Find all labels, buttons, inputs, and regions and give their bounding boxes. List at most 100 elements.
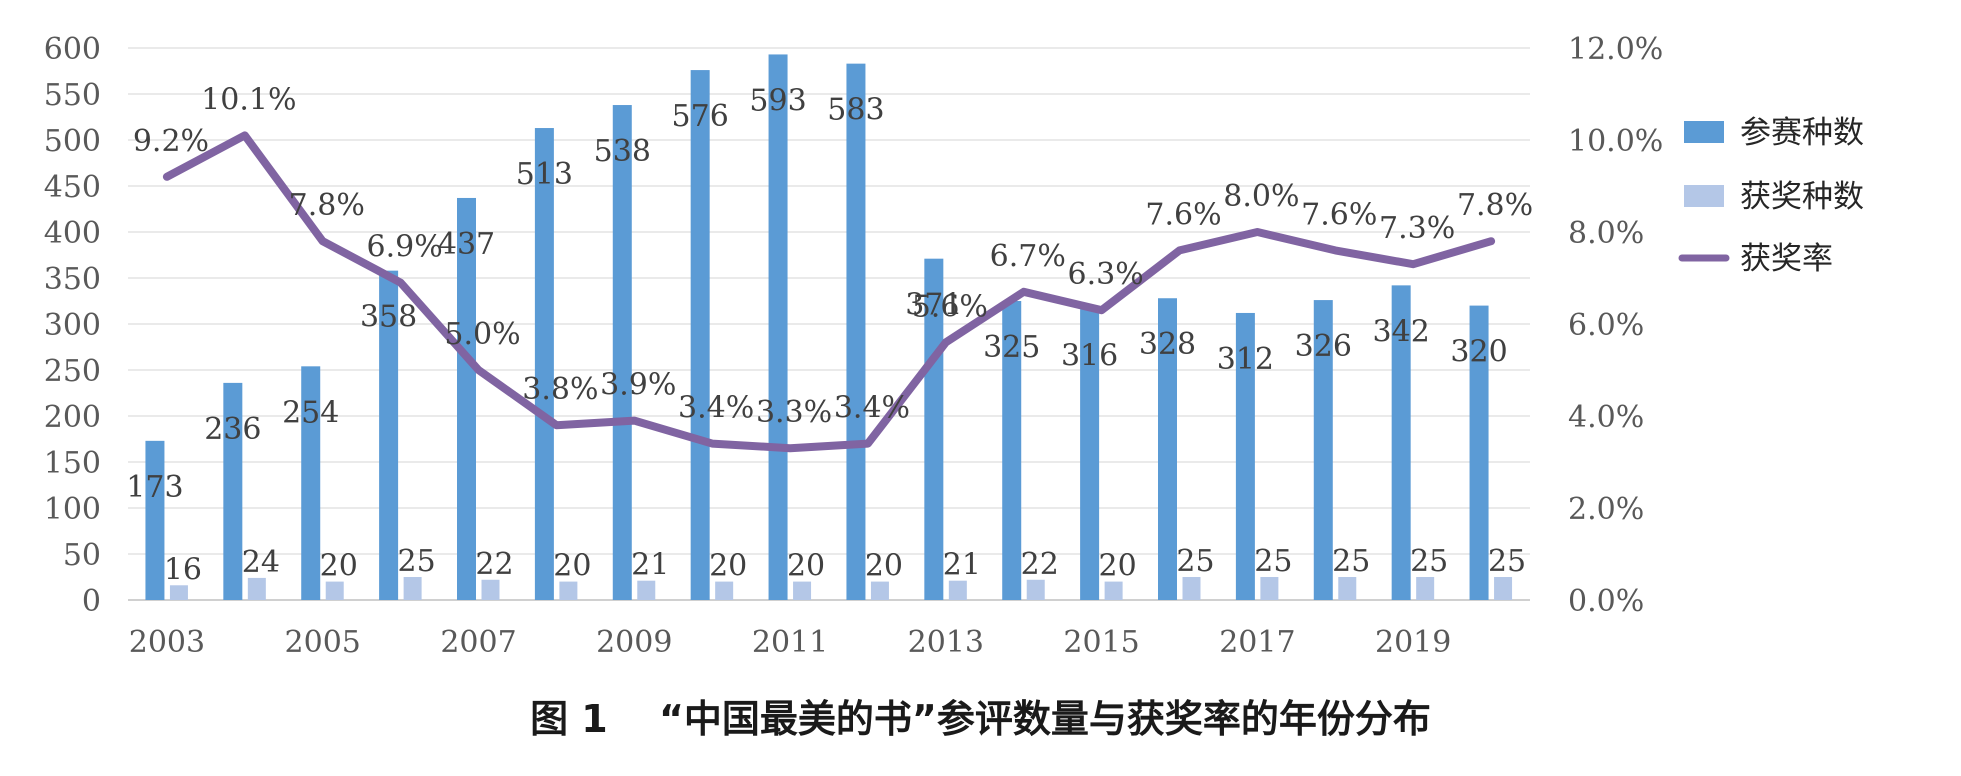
data-label-participants: 437: [438, 227, 495, 262]
data-label-participants: 513: [516, 157, 573, 192]
data-label-participants: 325: [983, 330, 1040, 365]
x-tick-label: 2011: [752, 625, 828, 660]
bar-awards: [169, 585, 188, 600]
left-tick-label: 150: [44, 446, 101, 481]
bar-awards: [1182, 577, 1201, 600]
left-tick-label: 200: [44, 400, 101, 435]
left-tick-label: 50: [63, 538, 101, 573]
data-label-rate: 7.6%: [1301, 197, 1377, 232]
data-label-rate: 6.3%: [1068, 257, 1144, 292]
data-label-rate: 3.4%: [678, 391, 754, 426]
bar-participants: [768, 54, 788, 600]
data-label-awards: 20: [709, 549, 747, 584]
data-label-rate: 5.0%: [444, 317, 520, 352]
bar-participants: [223, 382, 243, 600]
bar-participants: [846, 63, 866, 600]
x-tick-label: 2015: [1063, 625, 1139, 660]
data-label-rate: 7.8%: [1457, 188, 1533, 223]
data-label-awards: 25: [1176, 544, 1214, 579]
bar-awards: [870, 581, 889, 600]
data-label-awards: 21: [631, 548, 669, 583]
bar-participants: [1002, 301, 1022, 600]
left-axis-ticks: 0 50 100 150 200 250 300 350 400 450 500 550 600: [44, 32, 101, 619]
data-label-awards: 20: [787, 549, 825, 584]
bar-awards: [637, 580, 656, 600]
data-label-participants: 326: [1295, 329, 1352, 364]
data-label-participants: 173: [126, 470, 183, 505]
x-tick-label: 2019: [1375, 625, 1451, 660]
data-label-rate: 3.9%: [600, 368, 676, 403]
bar-participants: [1391, 285, 1411, 600]
data-label-rate: 5.6%: [912, 289, 988, 324]
data-label-rate: 6.9%: [367, 230, 443, 265]
bar-awards: [1026, 579, 1045, 600]
data-label-awards: 20: [865, 549, 903, 584]
bar-awards: [403, 577, 422, 600]
bar-awards: [715, 581, 734, 600]
bar-participants: [1313, 300, 1333, 600]
left-tick-label: 600: [44, 32, 101, 67]
data-label-rate: 6.7%: [990, 239, 1066, 274]
data-label-rate: 3.8%: [522, 372, 598, 407]
data-label-participants: 593: [749, 83, 806, 118]
legend-label-rate: 获奖率: [1740, 241, 1833, 277]
data-label-participants: 583: [827, 93, 884, 128]
data-label-rate: 3.3%: [756, 395, 832, 430]
left-tick-label: 450: [44, 170, 101, 205]
figure-caption: 图 1 “中国最美的书”参评数量与获奖率的年份分布: [530, 697, 1431, 741]
data-label-participants: 316: [1061, 338, 1118, 373]
bar-awards: [1260, 577, 1279, 600]
legend-label-awards: 获奖种数: [1740, 179, 1864, 215]
data-label-rate: 9.2%: [133, 124, 209, 159]
data-label-participants: 328: [1139, 327, 1196, 362]
data-label-rate: 7.8%: [289, 188, 365, 223]
bar-awards: [1104, 581, 1123, 600]
data-label-awards: 25: [1488, 544, 1526, 579]
data-label-awards: 21: [943, 548, 981, 583]
data-label-awards: 22: [475, 547, 513, 582]
data-label-awards: 25: [1254, 544, 1292, 579]
data-label-participants: 358: [360, 300, 417, 335]
right-tick-label: 4.0%: [1568, 400, 1644, 435]
data-label-participants: 576: [672, 99, 729, 134]
left-tick-label: 550: [44, 78, 101, 113]
data-label-participants: 371: [905, 288, 962, 323]
data-label-awards: 20: [1099, 549, 1137, 584]
bar-awards: [1494, 577, 1513, 600]
legend-swatch-participants: [1684, 121, 1724, 143]
left-tick-label: 100: [44, 492, 101, 527]
left-tick-label: 500: [44, 124, 101, 159]
right-axis-ticks: 0.0% 2.0% 4.0% 6.0% 8.0% 10.0% 12.0%: [1568, 32, 1663, 619]
bar-awards: [793, 581, 812, 600]
data-label-participants: 342: [1373, 314, 1430, 349]
bar-awards: [1416, 577, 1435, 600]
bar-awards: [559, 581, 578, 600]
legend-swatch-awards: [1684, 185, 1724, 207]
legend-label-participants: 参赛种数: [1740, 115, 1864, 151]
left-tick-label: 0: [82, 584, 101, 619]
x-tick-label: 2005: [285, 625, 361, 660]
left-tick-label: 400: [44, 216, 101, 251]
bar-awards: [948, 580, 967, 600]
x-tick-label: 2017: [1219, 625, 1295, 660]
data-label-rate: 3.4%: [834, 391, 910, 426]
bar-participants: [924, 258, 944, 600]
bar-participants: [301, 366, 321, 600]
x-tick-label: 2007: [440, 625, 516, 660]
data-label-awards: 20: [553, 549, 591, 584]
bar-participants: [1158, 298, 1177, 600]
bar-participants: [1235, 312, 1255, 600]
bar-participants: [1469, 305, 1489, 600]
bar-participants: [612, 105, 632, 600]
data-label-participants: 320: [1450, 335, 1507, 370]
data-label-awards: 25: [1410, 544, 1448, 579]
data-label-awards: 20: [320, 549, 358, 584]
bar-participants: [145, 440, 165, 600]
left-tick-label: 350: [44, 262, 101, 297]
right-tick-label: 0.0%: [1568, 584, 1644, 619]
line-series: [162, 131, 1496, 453]
bar-awards: [481, 579, 500, 600]
x-tick-label: 2003: [129, 625, 205, 660]
left-tick-label: 300: [44, 308, 101, 343]
